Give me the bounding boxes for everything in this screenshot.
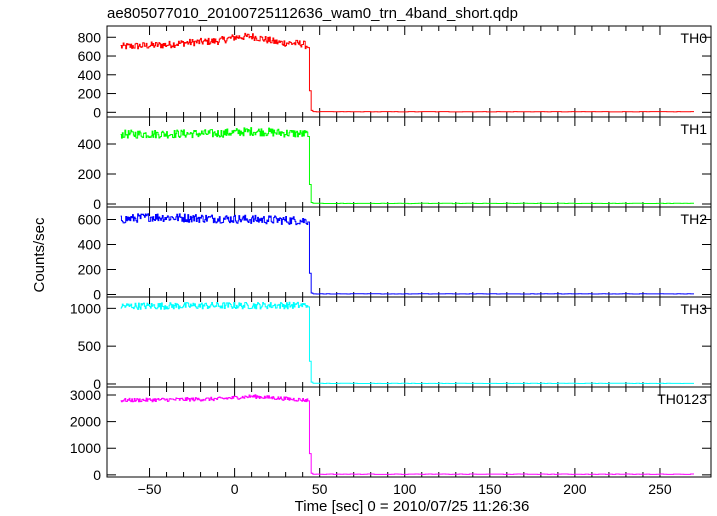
y-tick-label: 0 [93,104,101,120]
panel-frame [106,116,712,208]
y-tick-label: 200 [78,86,102,102]
y-tick-label: 600 [78,48,102,64]
y-tick-label: 200 [78,262,102,278]
x-tick-label: 100 [393,481,417,497]
x-tick-label: 50 [312,481,328,497]
panel-label: TH2 [681,211,708,227]
panel-th0123: 0 1000 2000 3000 TH0123 [70,386,712,483]
panel-label: TH0123 [657,391,707,407]
y-tick-label: 500 [78,338,102,354]
y-tick-label: 1000 [70,300,101,316]
y-tick-label: 200 [78,166,102,182]
panel-label: TH0 [681,30,708,46]
series-line-th2 [120,213,694,295]
x-tick-label: 150 [478,481,502,497]
panel-label: TH3 [681,301,708,317]
series-line-th0 [120,32,694,113]
panel-th3: 0 500 1000 TH3 [70,296,712,392]
panel-frame [106,296,712,388]
panel-label: TH1 [681,121,708,137]
y-tick-label: 1000 [70,440,101,456]
panel-frame [106,386,712,478]
chart-title: ae805077010_20100725112636_wam0_trn_4ban… [107,5,518,22]
y-tick-label: 800 [78,29,102,45]
y-tick-label: 0 [93,376,101,392]
y-tick-label: 400 [78,237,102,253]
panel-th2: 0 200 400 600 TH2 [78,206,712,303]
y-tick-label: 0 [93,467,101,483]
series-line-th3 [120,301,694,385]
series-line-th0123 [120,394,694,475]
panel-th0: 0 200 400 600 800 TH0 [78,25,712,120]
panel-th1: 0 200 400 TH1 [78,116,712,212]
x-tick-label: 250 [648,481,672,497]
y-tick-label: 0 [93,287,101,303]
y-tick-label: 2000 [70,414,101,430]
y-axis-label: Counts/sec [31,217,48,293]
x-tick-label: 200 [563,481,587,497]
y-tick-label: 400 [78,136,102,152]
x-tick-label: −50 [138,481,162,497]
y-tick-label: 0 [93,196,101,212]
series-line-th1 [120,127,694,205]
y-tick-label: 3000 [70,387,101,403]
x-tick-label: 0 [231,481,239,497]
x-axis-label: Time [sec] 0 = 2010/07/25 11:26:36 [295,498,530,515]
y-tick-label: 400 [78,67,102,83]
y-tick-label: 600 [78,212,102,228]
